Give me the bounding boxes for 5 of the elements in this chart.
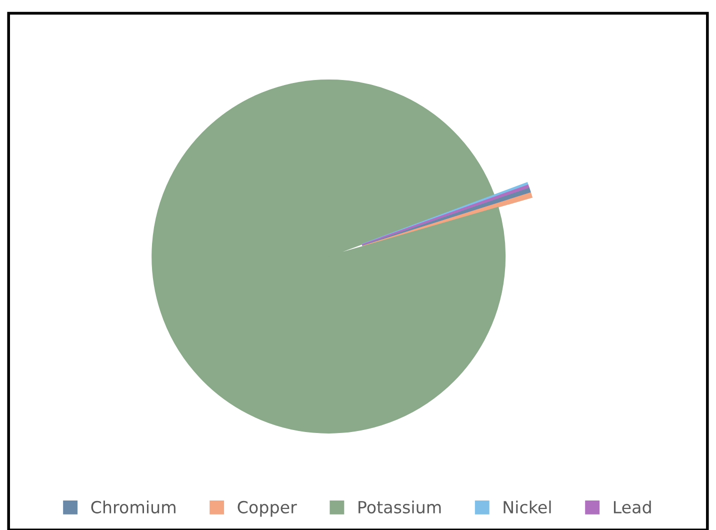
legend-label: Lead bbox=[614, 500, 651, 514]
legend-label: Copper bbox=[238, 500, 297, 517]
legend-label: Nickel bbox=[504, 500, 551, 514]
legend-label: Potassium bbox=[358, 500, 441, 514]
legend-label: Chromium bbox=[91, 500, 176, 514]
